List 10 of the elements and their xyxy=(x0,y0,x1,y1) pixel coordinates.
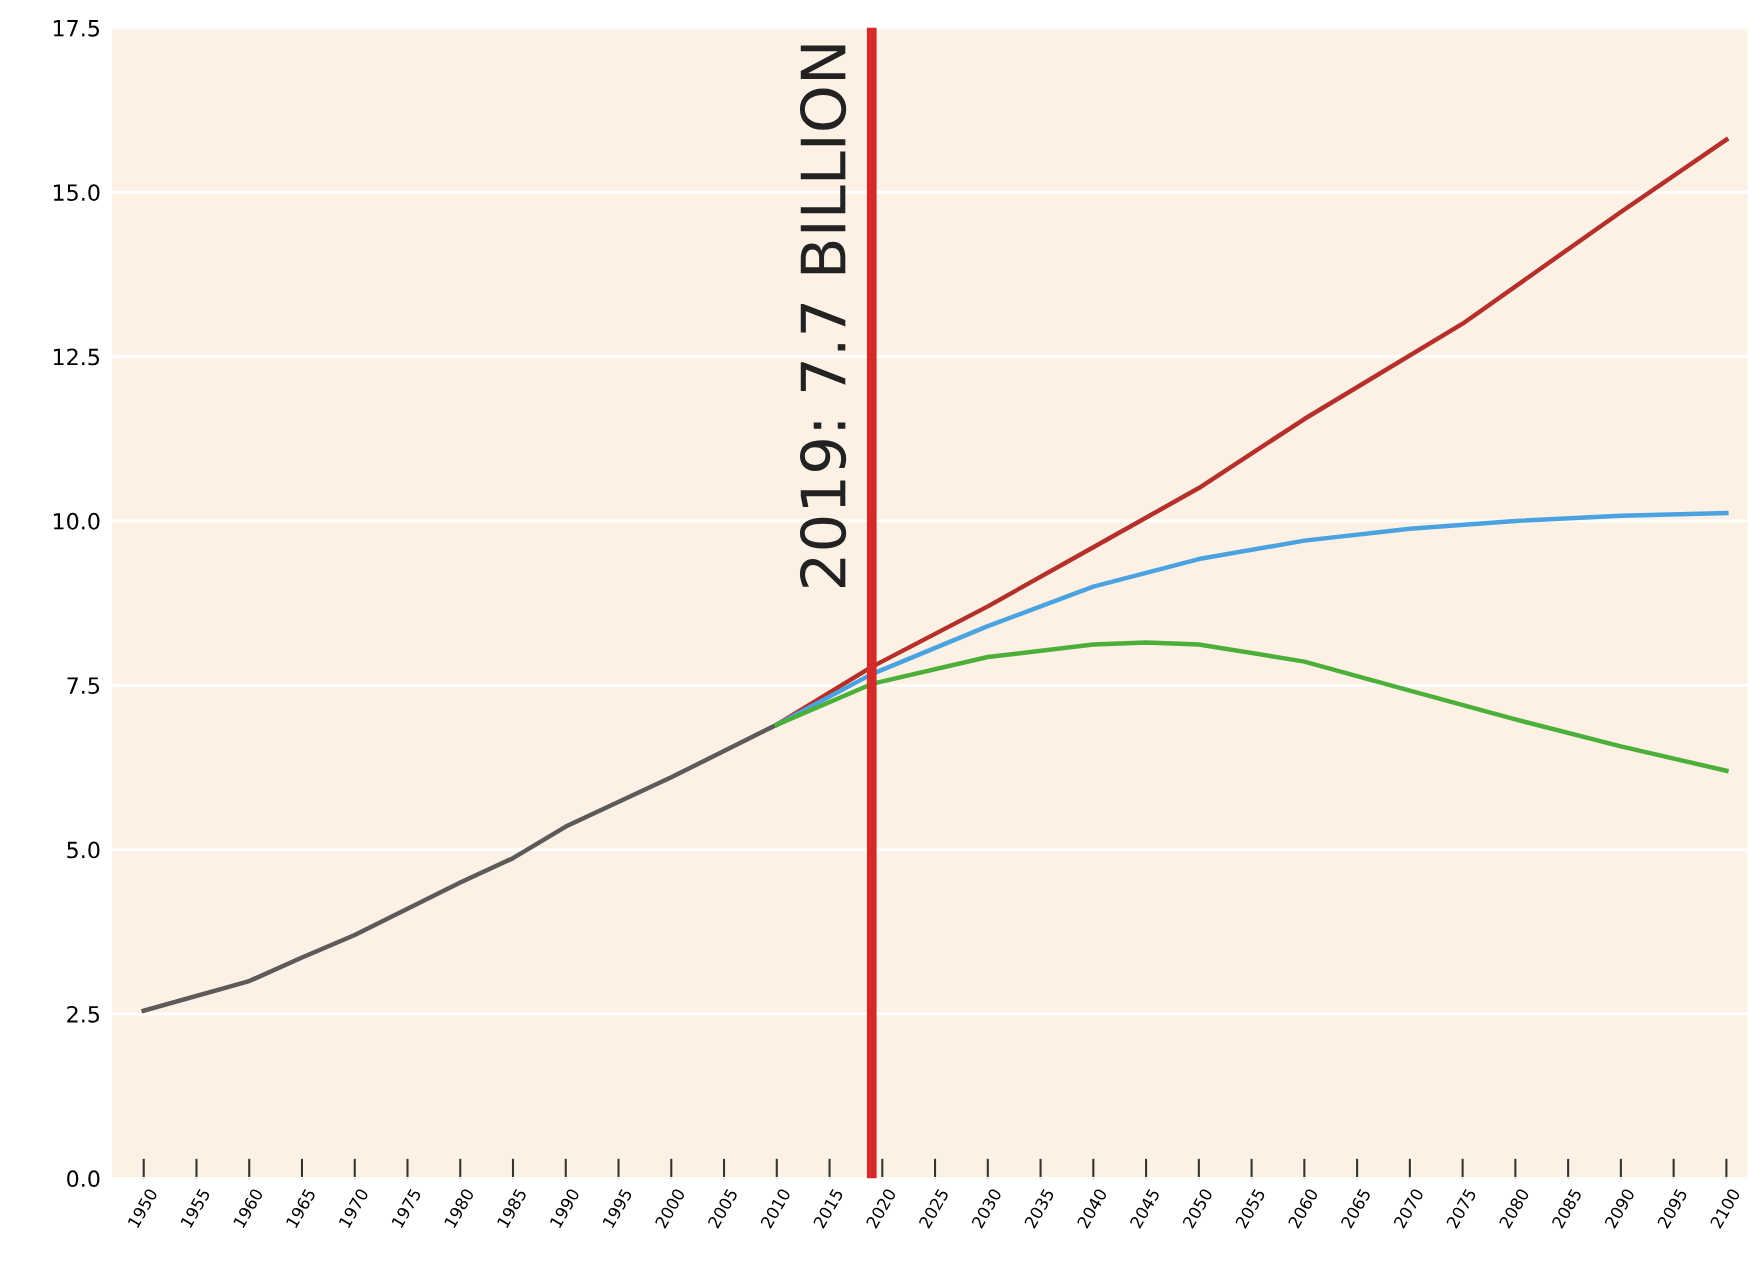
y-tick-label: 17.5 xyxy=(53,20,100,37)
y-tick-label: 2.5 xyxy=(67,1005,100,1023)
line-series xyxy=(774,640,1729,773)
y-tick-label: 7.5 xyxy=(67,677,100,695)
ref-line-label: 2019: 7.7 BILLION xyxy=(799,45,847,587)
y-tick-label: 12.5 xyxy=(53,348,100,366)
y-tick-label: 0.0 xyxy=(67,1170,100,1188)
y-tick-label: 10.0 xyxy=(53,512,100,530)
y-tick-label: 15.0 xyxy=(53,184,100,201)
y-tick-label: 5.0 xyxy=(67,841,100,859)
